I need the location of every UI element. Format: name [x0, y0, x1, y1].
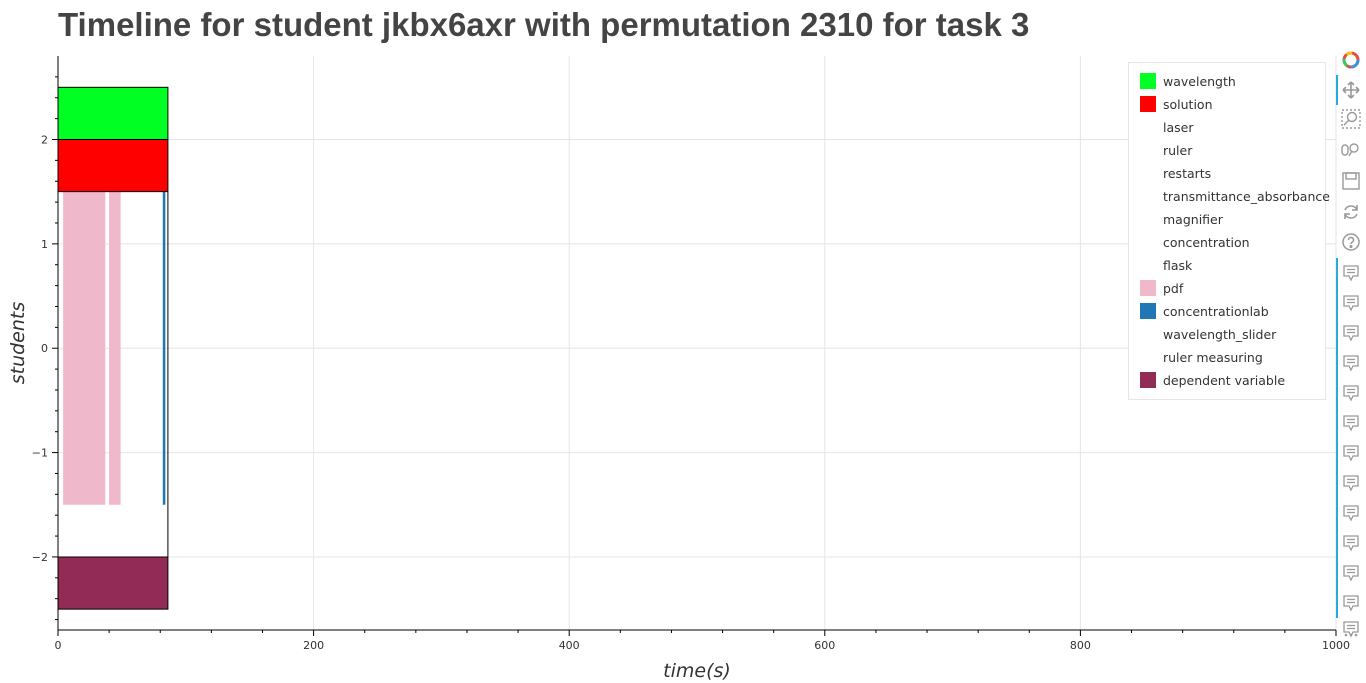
- legend: wavelength solution laser ruler restarts tran…: [1128, 62, 1330, 400]
- legend-swatch: [1140, 257, 1156, 273]
- legend-item[interactable]: ruler: [1140, 140, 1192, 160]
- legend-item[interactable]: solution: [1140, 94, 1213, 114]
- legend-swatch: [1140, 142, 1156, 158]
- legend-label: wavelength_slider: [1163, 326, 1277, 342]
- x-axis-label: time(s): [663, 660, 731, 682]
- legend-swatch: [1140, 73, 1156, 89]
- legend-swatch: [1140, 303, 1156, 319]
- hover-icon[interactable]: [1340, 322, 1362, 344]
- y-tick-label: 0: [41, 342, 48, 355]
- box-zoom-icon[interactable]: [1340, 108, 1362, 130]
- bokeh-logo-icon[interactable]: [1340, 49, 1362, 71]
- legend-label: solution: [1163, 96, 1213, 112]
- hover-icon[interactable]: [1340, 532, 1362, 554]
- axes: 0 200 400 600 800 1000 −2 −1 0 1 2: [32, 56, 1350, 652]
- bar-pdf[interactable]: [63, 191, 106, 505]
- hover-icon[interactable]: [1340, 292, 1362, 314]
- y-tick-label: 2: [41, 133, 48, 146]
- legend-item[interactable]: dependent variable: [1140, 370, 1285, 390]
- bar-solution[interactable]: [58, 139, 168, 192]
- legend-item[interactable]: flask: [1140, 255, 1192, 275]
- y-tick-label: −1: [32, 447, 48, 460]
- legend-swatch: [1140, 349, 1156, 365]
- legend-item[interactable]: concentrationlab: [1140, 301, 1269, 321]
- hover-icon[interactable]: [1340, 442, 1362, 464]
- y-axis-label: students: [7, 302, 29, 385]
- pan-active-indicator: [1336, 75, 1338, 105]
- legend-item[interactable]: magnifier: [1140, 209, 1223, 229]
- hover-icon[interactable]: [1340, 502, 1362, 524]
- legend-label: magnifier: [1163, 211, 1223, 227]
- reset-icon[interactable]: [1340, 201, 1362, 223]
- hover-icon[interactable]: [1340, 262, 1362, 284]
- hover-icon[interactable]: [1340, 382, 1362, 404]
- bar-pdf[interactable]: [109, 191, 121, 505]
- y-tick-label: 1: [41, 238, 48, 251]
- legend-swatch: [1140, 372, 1156, 388]
- legend-label: ruler measuring: [1163, 349, 1263, 365]
- pan-icon[interactable]: [1340, 79, 1362, 101]
- legend-item[interactable]: ruler measuring: [1140, 347, 1263, 367]
- legend-label: concentration: [1163, 234, 1250, 250]
- x-tick-label: 800: [1070, 639, 1091, 652]
- legend-swatch: [1140, 234, 1156, 250]
- legend-label: wavelength: [1163, 73, 1236, 89]
- hover-icon[interactable]: [1340, 592, 1362, 614]
- hover-icon[interactable]: [1340, 352, 1362, 374]
- legend-swatch: [1140, 211, 1156, 227]
- wheel-zoom-icon[interactable]: [1340, 139, 1362, 161]
- legend-item[interactable]: pdf: [1140, 278, 1183, 298]
- save-icon[interactable]: [1340, 170, 1362, 192]
- legend-label: pdf: [1163, 280, 1184, 296]
- legend-item[interactable]: laser: [1140, 117, 1193, 137]
- bars: [57, 86, 169, 610]
- legend-item[interactable]: concentration: [1140, 232, 1250, 252]
- legend-swatch: [1140, 119, 1156, 135]
- bar-wavelength[interactable]: [58, 87, 168, 140]
- toolbar: [1336, 48, 1366, 638]
- x-tick-label: 400: [559, 639, 580, 652]
- chart-title: Timeline for student jkbx6axr with permu…: [58, 6, 1030, 43]
- x-tick-label: 600: [814, 639, 835, 652]
- help-icon[interactable]: [1340, 231, 1362, 253]
- hover-active-indicator: [1336, 258, 1338, 618]
- bar-dependent-variable[interactable]: [58, 556, 168, 610]
- legend-label: dependent variable: [1163, 372, 1286, 388]
- legend-swatch: [1140, 165, 1156, 181]
- hover-icon[interactable]: [1340, 412, 1362, 434]
- x-tick-label: 200: [303, 639, 324, 652]
- legend-label: restarts: [1163, 165, 1212, 181]
- legend-swatch: [1140, 280, 1156, 296]
- legend-label: transmittance_absorbance: [1163, 188, 1330, 204]
- hover-icon[interactable]: [1340, 618, 1362, 640]
- hover-icon[interactable]: [1340, 472, 1362, 494]
- bar-concentrationlab[interactable]: [162, 191, 166, 505]
- y-tick-label: −2: [32, 551, 48, 564]
- legend-item[interactable]: wavelength: [1140, 71, 1236, 91]
- legend-swatch: [1140, 188, 1156, 204]
- legend-label: ruler: [1163, 142, 1193, 158]
- legend-label: laser: [1163, 119, 1194, 135]
- more-icon[interactable]: [1340, 624, 1362, 646]
- legend-swatch: [1140, 96, 1156, 112]
- x-tick-label: 0: [55, 639, 62, 652]
- legend-item[interactable]: restarts: [1140, 163, 1211, 183]
- legend-label: flask: [1163, 257, 1193, 273]
- hover-icon[interactable]: [1340, 562, 1362, 584]
- legend-swatch: [1140, 326, 1156, 342]
- legend-label: concentrationlab: [1163, 303, 1269, 319]
- legend-item[interactable]: transmittance_absorbance: [1140, 186, 1330, 206]
- grid-lines: [58, 56, 1337, 630]
- x-tick-label: 1000: [1322, 639, 1350, 652]
- legend-item[interactable]: wavelength_slider: [1140, 324, 1276, 344]
